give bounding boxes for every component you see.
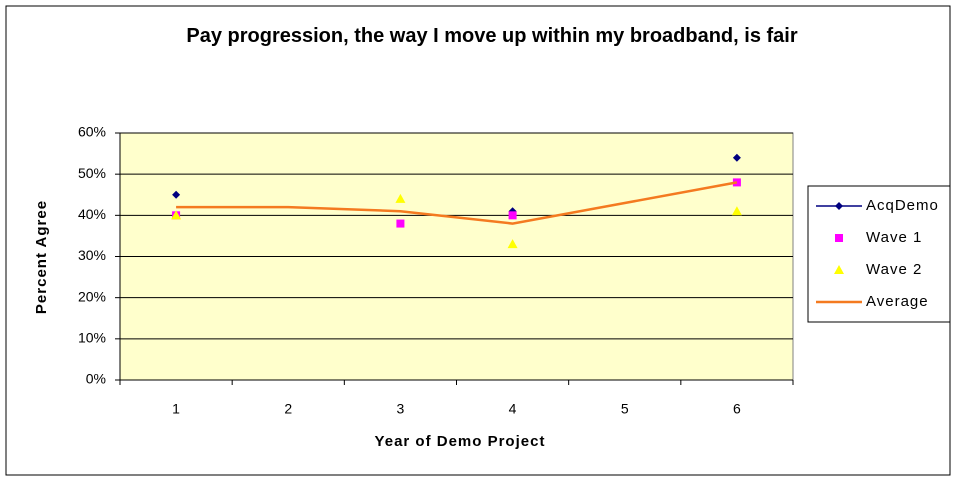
x-tick-label: 1	[172, 401, 180, 417]
chart-title: Pay progression, the way I move up withi…	[186, 25, 798, 47]
marker	[732, 153, 741, 162]
y-tick-label: 30%	[78, 247, 106, 263]
y-tick-label: 20%	[78, 288, 106, 304]
y-axis-label: Percent Agree	[33, 200, 50, 314]
legend-label: AcqDemo	[866, 197, 939, 214]
marker	[172, 190, 181, 199]
marker	[507, 239, 518, 249]
series-line	[176, 181, 738, 225]
marker	[508, 211, 517, 220]
marker	[731, 206, 742, 216]
marker	[396, 219, 405, 228]
x-tick-label: 3	[397, 401, 405, 417]
legend-box	[807, 185, 951, 323]
x-axis-label: Year of Demo Project	[375, 433, 546, 450]
legend-marker	[835, 234, 843, 242]
legend-marker	[835, 202, 843, 210]
x-tick-label: 2	[284, 401, 292, 417]
y-tick-label: 50%	[78, 165, 106, 181]
legend-label: Average	[866, 293, 929, 310]
legend-marker	[834, 265, 844, 274]
y-tick-label: 0%	[86, 371, 106, 387]
x-tick-label: 6	[733, 401, 741, 417]
y-tick-label: 10%	[78, 330, 106, 346]
x-tick-label: 5	[621, 401, 629, 417]
legend-label: Wave 2	[866, 261, 922, 278]
y-tick-label: 60%	[78, 124, 106, 140]
y-tick-label: 40%	[78, 206, 106, 222]
marker	[171, 210, 182, 220]
marker	[395, 193, 406, 203]
legend-label: Wave 1	[866, 229, 922, 246]
x-tick-label: 4	[509, 401, 517, 417]
